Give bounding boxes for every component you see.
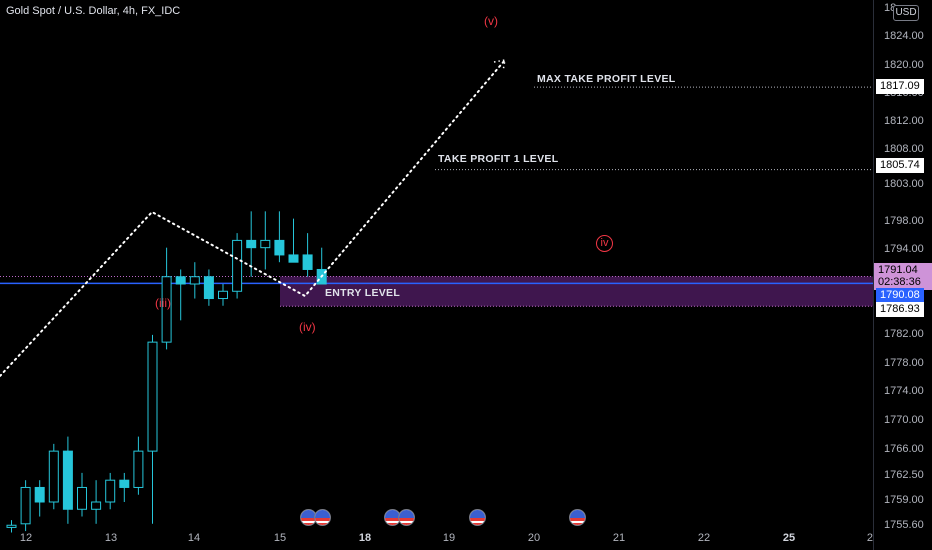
candle-body: [119, 479, 130, 488]
candle-body: [62, 450, 73, 510]
symbol-title[interactable]: Gold Spot / U.S. Dollar, 4h, FX_IDC: [6, 5, 181, 17]
countdown-tag: 02:38:36: [874, 275, 932, 290]
max-take-profit-label: MAX TAKE PROFIT LEVEL: [537, 73, 676, 85]
time-tick-label: 25: [782, 532, 796, 544]
current-price-tag: 1790.08: [876, 288, 924, 303]
candle-body: [34, 486, 45, 503]
price-tick-label: 1755.60: [884, 519, 924, 531]
candle-body: [48, 450, 59, 503]
take-profit-1-label: TAKE PROFIT 1 LEVEL: [438, 153, 559, 165]
time-tick-label: 22: [697, 532, 711, 544]
wave-v-label: (v): [484, 14, 498, 28]
candle-body: [133, 450, 144, 488]
price-tick-label: 1759.00: [884, 494, 924, 506]
time-tick-label: 13: [104, 532, 118, 544]
candle-body: [260, 239, 271, 249]
price-plot[interactable]: [0, 0, 873, 550]
time-tick-label: 18: [358, 532, 372, 544]
price-tick-label: 1820.00: [884, 59, 924, 71]
us-flag-event-icon[interactable]: [314, 509, 331, 526]
price-tick-label: 1812.00: [884, 115, 924, 127]
us-flag-event-icon[interactable]: [469, 509, 486, 526]
candle-body: [6, 524, 17, 528]
candle-body: [302, 254, 313, 270]
price-tick-label: 1770.00: [884, 414, 924, 426]
candle-body: [218, 290, 228, 300]
time-tick-label: 21: [612, 532, 626, 544]
zone-top-price-tag: 1791.04: [874, 263, 932, 278]
wave-projection-path: [0, 59, 506, 377]
tp1-price-tag: 1805.74: [876, 158, 924, 173]
candle-body: [203, 276, 214, 300]
candle-body: [288, 254, 299, 263]
candle-body: [105, 479, 116, 503]
time-tick-label: 15: [273, 532, 287, 544]
wave-iii-label: (iii): [155, 296, 171, 310]
time-tick-label: 19: [442, 532, 456, 544]
price-tick-label: 1778.00: [884, 357, 924, 369]
price-tick-label: 1766.00: [884, 443, 924, 455]
candle-body: [147, 341, 158, 452]
wave-iv-label: (iv): [299, 320, 316, 334]
candle-body: [91, 501, 102, 510]
entry-price-tag: 1786.93: [876, 302, 924, 317]
price-tick-label: 1774.00: [884, 385, 924, 397]
candle-body: [20, 486, 31, 525]
time-tick-label: 20: [527, 532, 541, 544]
wave-iv-circled-label: iv: [596, 235, 613, 252]
us-flag-event-icon[interactable]: [300, 509, 317, 526]
price-tick-label: 1808.00: [884, 143, 924, 155]
candle-body: [77, 486, 87, 510]
time-tick-label: 12: [19, 532, 33, 544]
candle-body: [246, 239, 257, 249]
entry-level-label: ENTRY LEVEL: [325, 287, 401, 299]
price-tick-label: 1762.50: [884, 469, 924, 481]
candle-body: [189, 276, 200, 285]
us-flag-event-icon[interactable]: [398, 509, 415, 526]
us-flag-event-icon[interactable]: [569, 509, 586, 526]
candle-body: [232, 239, 243, 292]
projection-arrow-head: [493, 59, 506, 72]
price-tick-label: 1794.00: [884, 243, 924, 255]
time-tick-label: 14: [187, 532, 201, 544]
candle-body: [161, 276, 172, 343]
candle-body: [274, 239, 285, 256]
price-tick-label: 1824.00: [884, 30, 924, 42]
price-tick-label: 1782.00: [884, 328, 924, 340]
currency-badge[interactable]: USD: [893, 5, 919, 21]
max-tp-price-tag: 1817.09: [876, 79, 924, 94]
candle-body: [175, 276, 186, 285]
price-tick-label: 1798.00: [884, 215, 924, 227]
entry-zone: [280, 276, 873, 307]
price-tick-label: 1803.00: [884, 178, 924, 190]
